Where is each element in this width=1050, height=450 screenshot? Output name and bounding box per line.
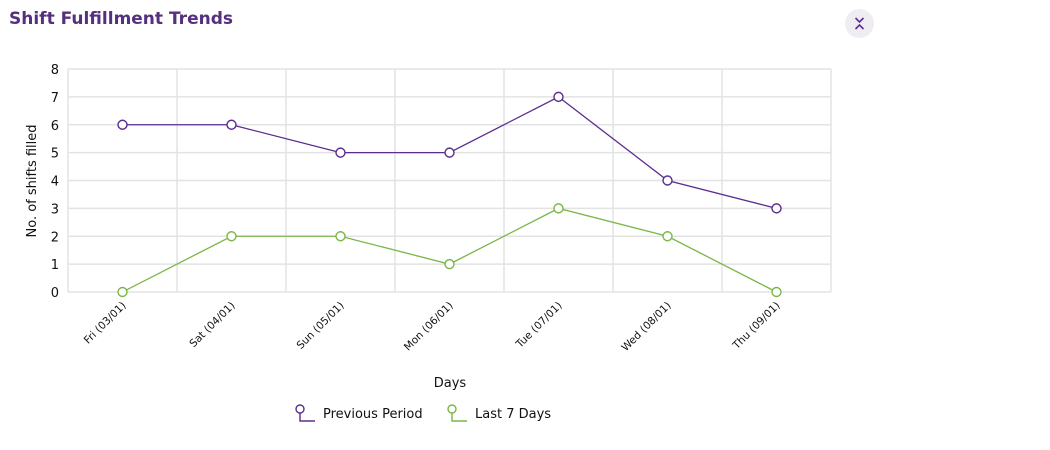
y-tick-label: 1 [51,258,59,273]
data-point[interactable] [444,258,455,270]
legend-label: Previous Period [323,407,423,422]
data-point[interactable] [771,286,782,298]
x-tick-label: Sun (05/01) [294,300,346,352]
legend-item[interactable]: Previous Period [295,404,423,422]
page-title: Shift Fulfillment Trends [9,9,233,29]
y-tick-label: 7 [51,91,59,106]
legend-marker-icon [295,404,305,414]
x-tick-label: Sat (04/01) [187,300,237,350]
x-tick-label: Tue (07/01) [513,300,564,351]
y-tick-label: 3 [51,202,59,217]
data-point[interactable] [662,175,673,186]
data-point[interactable] [335,147,346,158]
data-point[interactable] [335,231,346,242]
legend-line-icon [451,413,467,422]
data-point[interactable] [553,91,564,103]
x-axis-label: Days [434,376,467,391]
data-point[interactable] [117,119,128,130]
data-point[interactable] [553,203,564,214]
data-point[interactable] [226,119,237,130]
legend-line-icon [299,413,315,422]
y-axis-label: No. of shifts filled [25,124,40,237]
y-tick-label: 8 [51,63,59,78]
legend-item[interactable]: Last 7 Days [447,404,551,422]
y-tick-label: 4 [51,175,59,190]
data-point[interactable] [444,147,455,158]
y-tick-label: 5 [51,147,59,162]
x-tick-label: Wed (08/01) [619,300,673,354]
legend-label: Last 7 Days [475,407,551,422]
series-line [122,207,777,293]
data-point[interactable] [662,231,673,242]
y-tick-label: 6 [51,119,59,134]
y-tick-label: 2 [51,230,59,245]
data-point[interactable] [226,231,237,242]
data-point[interactable] [771,203,782,214]
collapse-button[interactable] [845,9,874,38]
x-tick-label: Fri (03/01) [82,300,129,347]
legend-marker-icon [447,404,457,414]
data-point[interactable] [117,286,128,298]
chevrons-collapse-icon [854,17,865,30]
x-tick-label: Mon (06/01) [402,300,456,354]
y-tick-label: 0 [51,286,59,301]
x-tick-label: Thu (09/01) [730,300,783,353]
